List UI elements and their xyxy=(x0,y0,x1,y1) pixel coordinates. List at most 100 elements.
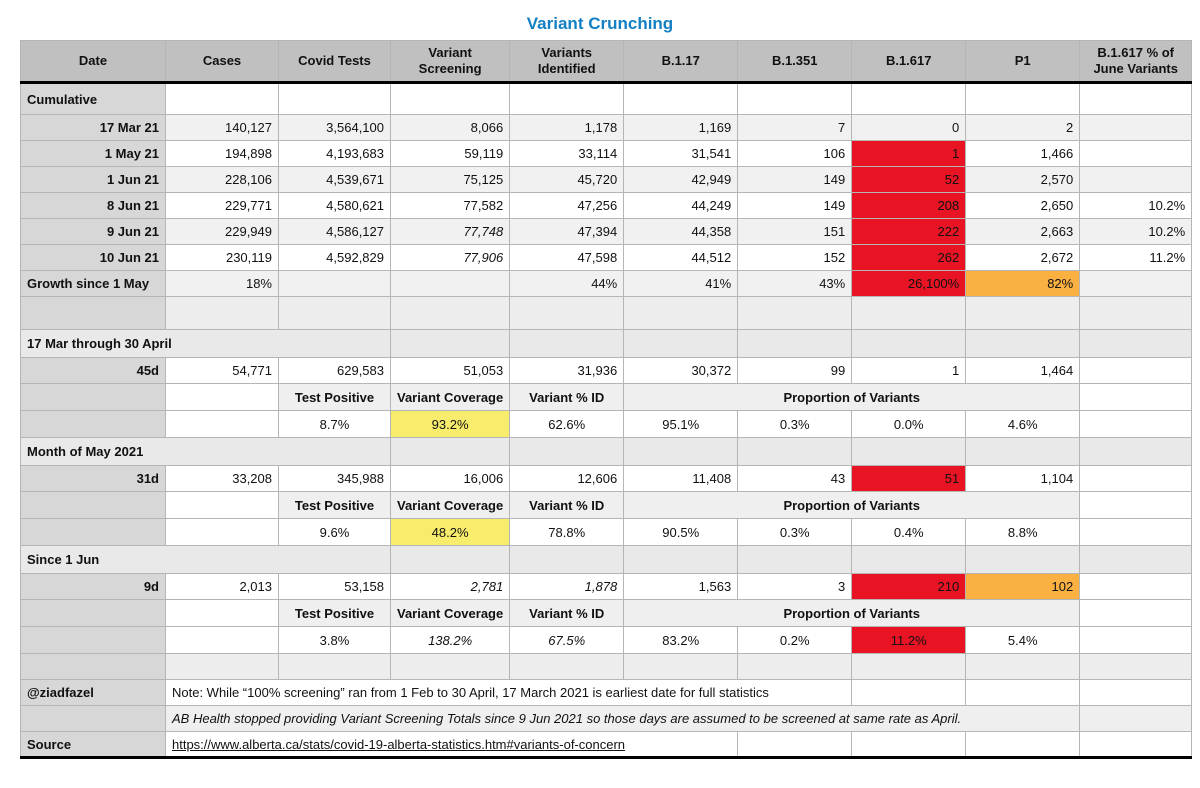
table-cell xyxy=(623,329,739,358)
table-cell: 78.8% xyxy=(509,518,625,546)
row-1-jun-21: 1 Jun 21 228,106 4,539,671 75,125 45,720 42,9… xyxy=(20,166,1193,193)
table-cell xyxy=(1079,518,1193,546)
table-cell: 62.6% xyxy=(509,410,625,438)
table-cell: 10.2% xyxy=(1079,218,1193,245)
table-cell: 4,580,621 xyxy=(278,192,391,219)
table-cell: Note: While “100% screening” ran from 1 … xyxy=(164,679,853,706)
table-cell xyxy=(509,329,625,358)
table-cell: 31,541 xyxy=(623,140,739,167)
row-spacer-1 xyxy=(20,296,1193,330)
table-cell: 67.5% xyxy=(509,626,625,654)
table-cell: 43 xyxy=(737,465,853,492)
column-header: B.1.351 xyxy=(737,40,853,84)
column-header: B.1.17 xyxy=(623,40,739,84)
table-cell: 0.3% xyxy=(737,410,853,438)
table-cell xyxy=(851,329,967,358)
table-cell: 3 xyxy=(737,573,853,600)
table-cell xyxy=(1079,114,1193,141)
table-cell: 59,119 xyxy=(389,140,511,167)
table-cell: 8.8% xyxy=(965,518,1081,546)
table-cell: 4,586,127 xyxy=(278,218,391,245)
row-label-cell xyxy=(20,599,166,627)
table-cell: 51,053 xyxy=(389,357,511,384)
table-cell: 33,114 xyxy=(509,140,625,167)
table-cell xyxy=(509,82,625,115)
table-cell xyxy=(165,491,279,519)
table-cell: Variant Coverage xyxy=(389,383,511,411)
source-link[interactable]: https://www.alberta.ca/stats/covid-19-al… xyxy=(172,736,626,752)
table-cell: 1 xyxy=(851,140,967,167)
table-cell: 229,771 xyxy=(165,192,279,219)
row-source: Source https://www.alberta.ca/stats/covid… xyxy=(20,731,1193,759)
table-cell: 48.2% xyxy=(389,518,511,546)
table-cell: Variant Coverage xyxy=(389,491,511,519)
table-cell: 1,878 xyxy=(509,573,625,600)
table-cell xyxy=(623,437,739,466)
table-cell: 4.6% xyxy=(965,410,1081,438)
row-label-cell xyxy=(20,410,166,438)
row-label-cell: @ziadfazel xyxy=(20,679,166,706)
table-cell: 18% xyxy=(165,270,279,297)
table-cell: 47,394 xyxy=(509,218,625,245)
table-cell: 345,988 xyxy=(278,465,391,492)
table-cell: 5.4% xyxy=(965,626,1081,654)
table-cell: Variant % ID xyxy=(509,383,625,411)
row-cumulative: Cumulative xyxy=(20,82,1193,115)
table-cell xyxy=(623,653,739,680)
row-section-mar-apr: 17 Mar through 30 April xyxy=(20,329,1193,358)
table-cell: 0.2% xyxy=(737,626,853,654)
table-cell: 0.3% xyxy=(737,518,853,546)
table-cell xyxy=(165,383,279,411)
table-cell: 106 xyxy=(737,140,853,167)
table-cell xyxy=(1079,329,1193,358)
column-header: P1 xyxy=(965,40,1081,84)
table-cell: 2,672 xyxy=(965,244,1081,271)
table-cell: 77,748 xyxy=(389,218,511,245)
table-cell: 629,583 xyxy=(278,357,391,384)
table-cell: 45,720 xyxy=(509,166,625,193)
row-subheader-apr: Test Positive Variant Coverage Variant % I… xyxy=(20,383,1193,411)
row-subheader-may: Test Positive Variant Coverage Variant % I… xyxy=(20,491,1193,519)
table-cell xyxy=(1079,140,1193,167)
table-cell xyxy=(965,296,1081,330)
row-note-1: @ziadfazel Note: While “100% screening” r… xyxy=(20,679,1193,706)
table-cell xyxy=(1079,166,1193,193)
table-cell xyxy=(509,437,625,466)
page-title: Variant Crunching xyxy=(526,14,674,33)
table-cell: 152 xyxy=(737,244,853,271)
table-cell xyxy=(165,653,279,680)
table-cell xyxy=(165,599,279,627)
table-cell xyxy=(851,437,967,466)
column-header: B.1.617 xyxy=(851,40,967,84)
table-cell xyxy=(389,82,511,115)
table-cell: Variant % ID xyxy=(509,491,625,519)
table-cell: 1,563 xyxy=(623,573,739,600)
row-45d: 45d 54,771 629,583 51,053 31,936 30,372 99 1 1,4… xyxy=(20,357,1193,384)
table-cell xyxy=(851,731,967,759)
table-cell: 208 xyxy=(851,192,967,219)
table-cell xyxy=(1079,270,1193,297)
table-cell: 0.0% xyxy=(851,410,967,438)
table-cell: 1,464 xyxy=(965,357,1081,384)
row-label-cell: 17 Mar 21 xyxy=(20,114,166,141)
table-cell xyxy=(623,82,739,115)
table-cell xyxy=(1079,573,1193,600)
table-cell: 2,570 xyxy=(965,166,1081,193)
table-cell: 47,256 xyxy=(509,192,625,219)
table-cell xyxy=(165,626,279,654)
table-cell xyxy=(389,545,511,574)
table-cell xyxy=(851,545,967,574)
row-label-cell xyxy=(20,491,166,519)
table-cell: 95.1% xyxy=(623,410,739,438)
table-cell: 194,898 xyxy=(165,140,279,167)
table-cell xyxy=(965,82,1081,115)
table-cell: 43% xyxy=(737,270,853,297)
table-cell xyxy=(1079,626,1193,654)
table-cell xyxy=(851,82,967,115)
table-cell: 77,906 xyxy=(389,244,511,271)
table-cell: Variant % ID xyxy=(509,599,625,627)
table-cell xyxy=(737,82,853,115)
table-cell xyxy=(1079,383,1193,411)
table-cell: 53,158 xyxy=(278,573,391,600)
table-cell: Variant Coverage xyxy=(389,599,511,627)
